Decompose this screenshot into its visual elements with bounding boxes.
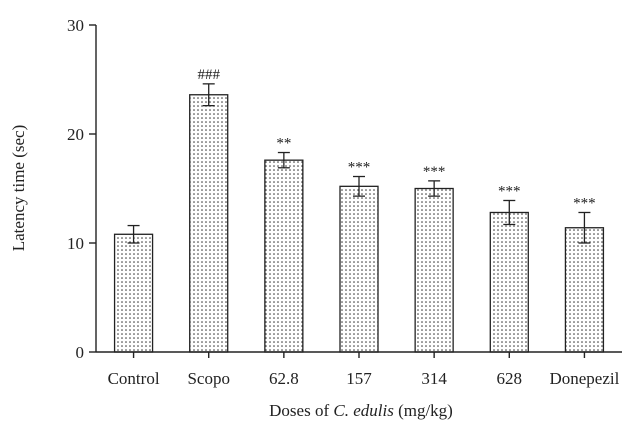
significance-annotations: ###***** *********	[197, 67, 595, 212]
x-axis-title-part: Doses of	[269, 401, 333, 420]
error-bars	[127, 83, 591, 244]
x-axis-title: Doses of C. edulis (mg/kg)	[269, 401, 453, 420]
x-axis-title-part: (mg/kg)	[394, 401, 453, 420]
y-tick-label: 10	[67, 234, 84, 253]
y-tick-label: 30	[67, 16, 84, 35]
bar-Scopo	[189, 94, 229, 353]
x-tick-label: Control	[108, 369, 160, 388]
significance-mark: ###	[197, 67, 220, 83]
bar-62.8	[264, 159, 304, 353]
x-tick-label: 314	[421, 369, 447, 388]
x-axis-title-part: C. edulis	[333, 401, 394, 420]
significance-mark: ***	[498, 183, 521, 199]
bar-Donepezil	[564, 227, 605, 353]
x-axis: Control Scopo 62.8 157 314 628 Donepezil	[96, 351, 622, 388]
x-tick-label: Scopo	[187, 369, 230, 388]
x-tick-label: 62.8	[269, 369, 299, 388]
y-axis-title: Latency time (sec)	[9, 125, 28, 252]
x-tick-label: 628	[497, 369, 523, 388]
bar-Control	[113, 233, 154, 353]
y-tick-label: 20	[67, 125, 84, 144]
significance-mark: ***	[348, 160, 371, 176]
significance-mark: ***	[423, 164, 446, 180]
bar-628	[489, 211, 529, 353]
significance-mark: ***	[573, 195, 596, 211]
significance-mark: **	[276, 136, 291, 152]
bar-157	[339, 185, 379, 353]
x-tick-label: 157	[346, 369, 372, 388]
y-axis: 0 10 20 30	[67, 16, 97, 362]
x-tick-label: Donepezil	[549, 369, 619, 388]
bars	[113, 94, 605, 353]
bar-314	[414, 187, 454, 353]
y-tick-label: 0	[76, 343, 85, 362]
